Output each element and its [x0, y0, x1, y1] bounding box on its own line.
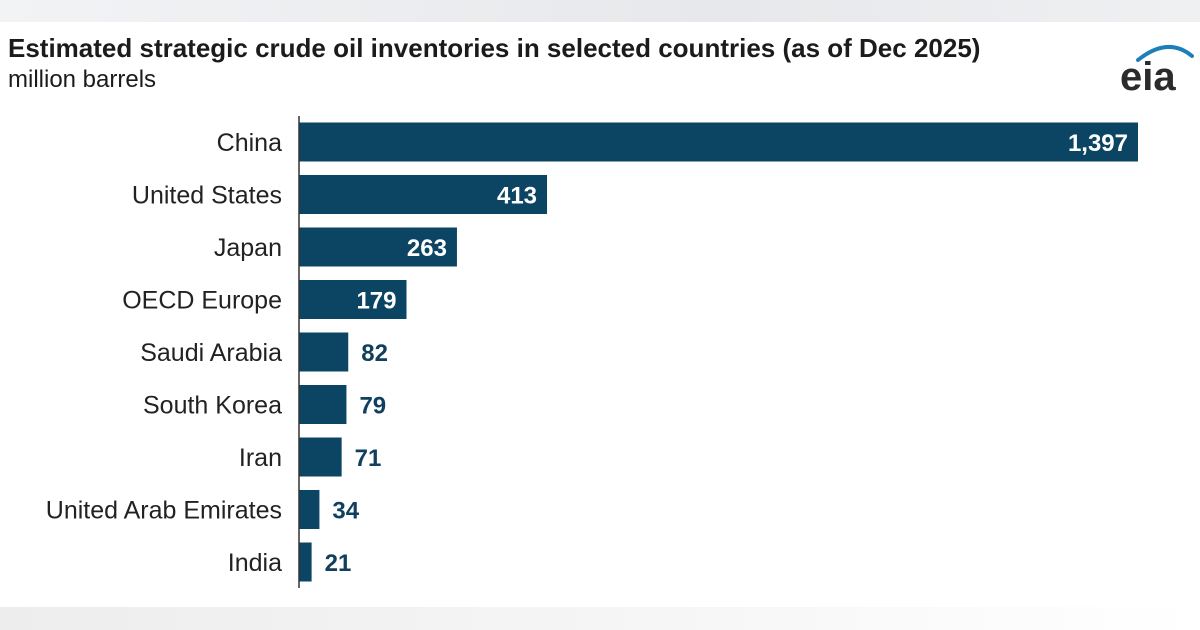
bar [299, 227, 457, 267]
category-label: Iran [239, 444, 282, 472]
bottom-band [0, 607, 1200, 630]
category-label: United Arab Emirates [46, 497, 282, 525]
category-label: India [228, 549, 282, 577]
bar [299, 385, 347, 424]
chart-subtitle: million barrels [8, 66, 157, 93]
category-label: Saudi Arabia [140, 339, 282, 367]
value-label: 34 [332, 498, 359, 525]
category-label: United States [132, 182, 282, 210]
bar [299, 490, 320, 529]
bar [299, 122, 1138, 162]
value-label: 263 [407, 235, 447, 262]
bar [299, 542, 312, 582]
bar [299, 175, 548, 214]
value-label: 71 [355, 445, 382, 472]
category-label: Japan [214, 234, 282, 262]
value-label: 1,397 [1068, 130, 1128, 157]
chart-title: Estimated strategic crude oil inventorie… [8, 33, 981, 63]
value-label: 82 [361, 340, 388, 367]
bar [299, 280, 407, 319]
bar [299, 332, 349, 372]
category-label: China [217, 129, 282, 157]
category-label: OECD Europe [122, 287, 282, 315]
category-label: South Korea [143, 392, 282, 420]
eia-logo-text: eia [1120, 55, 1176, 96]
value-label: 179 [356, 288, 396, 315]
eia-logo-icon: eia [1120, 44, 1194, 96]
value-label: 413 [497, 183, 537, 210]
value-label: 79 [359, 393, 386, 420]
top-band [0, 0, 1200, 22]
value-label: 21 [325, 550, 352, 577]
bar [299, 437, 342, 477]
